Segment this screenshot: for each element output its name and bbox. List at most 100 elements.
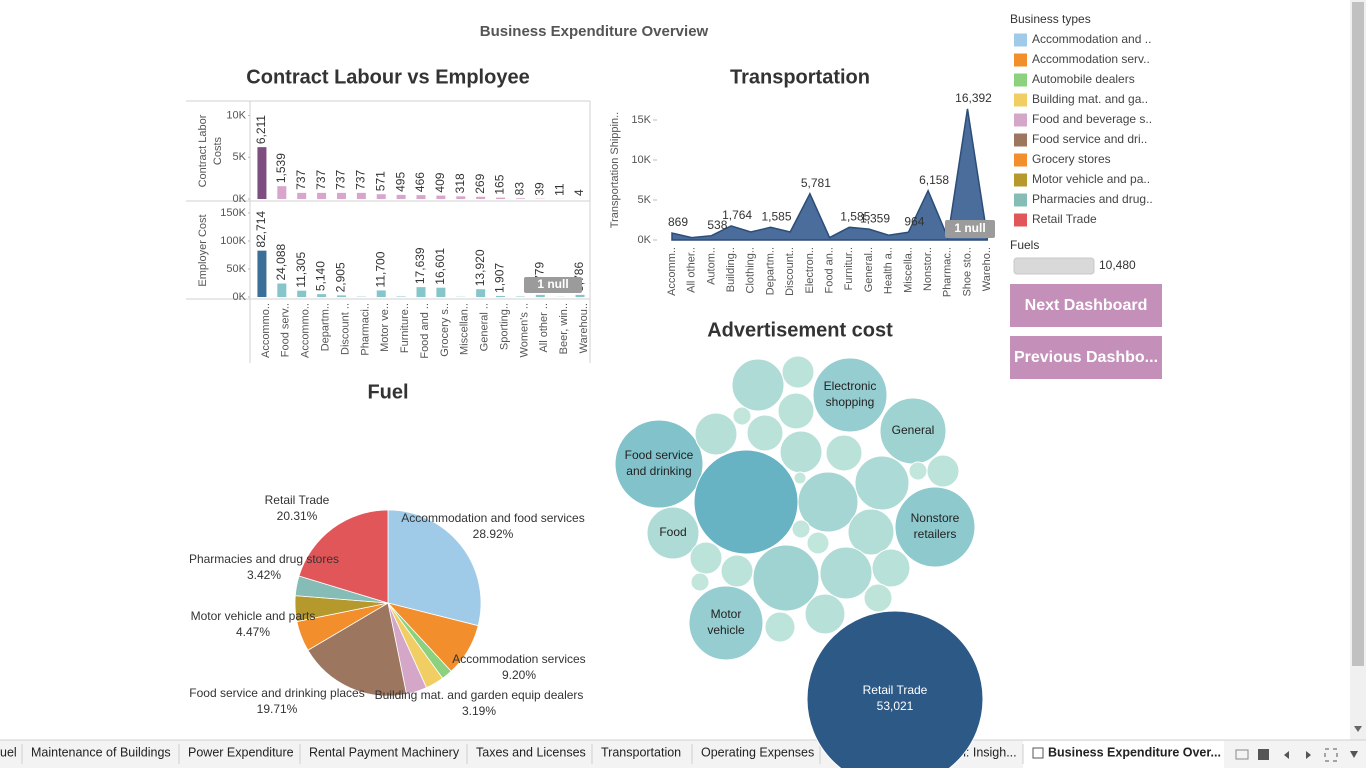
- prev-tab[interactable]: [1284, 751, 1289, 759]
- legend-label: Food and beverage s..: [1032, 112, 1152, 126]
- bubble: [793, 471, 807, 485]
- x-tick-label: Accommo..: [300, 303, 312, 358]
- data-label: 737: [294, 170, 308, 190]
- bar: [476, 196, 486, 199]
- null-indicator: [945, 220, 995, 238]
- bar: [396, 296, 406, 297]
- x-tick-label: Food and ..: [419, 303, 431, 359]
- bubble: [752, 544, 820, 612]
- bubble: [779, 430, 823, 474]
- bubble: [646, 506, 700, 560]
- filmstrip-icon[interactable]: [1258, 749, 1269, 760]
- x-tick-label: Clothing..: [745, 247, 757, 293]
- bubble-value-label: 53,021: [877, 699, 914, 713]
- active-tab: [1023, 741, 1224, 768]
- fullscreen-icon[interactable]: [1324, 748, 1338, 762]
- legend-swatch: [1014, 53, 1027, 67]
- bubble-label: retailers: [914, 527, 957, 541]
- pie-label: Pharmacies and drug stores: [189, 552, 339, 566]
- tab[interactable]: Business Expenditure Over...: [1048, 745, 1221, 759]
- bubble: [894, 486, 976, 568]
- null-indicator: [524, 277, 582, 293]
- bubble: [847, 508, 895, 556]
- grid-view-icon[interactable]: [1235, 749, 1249, 760]
- pie-value-label: 19.71%: [257, 702, 298, 716]
- filter-title: Fuels: [1010, 238, 1039, 252]
- bubble: [806, 610, 984, 768]
- bubble-label: Food service: [625, 448, 694, 462]
- data-label: 16,601: [433, 248, 447, 285]
- nav-button-label[interactable]: Next Dashboard: [1025, 297, 1148, 314]
- bar: [257, 147, 267, 199]
- y-tick-label: 0K: [233, 291, 247, 303]
- bubble: [871, 548, 911, 588]
- data-label: 5,781: [801, 176, 831, 190]
- y-tick-label: 5K: [233, 151, 247, 163]
- pie-slice: [307, 602, 407, 697]
- x-tick-label: Miscella..: [902, 247, 914, 293]
- data-label: 4: [572, 189, 586, 196]
- tab[interactable]: Power Expenditure: [188, 745, 294, 759]
- data-label: 13,920: [473, 249, 487, 286]
- nav-button-label[interactable]: Previous Dashbo...: [1014, 349, 1158, 366]
- tab[interactable]: Transportation: [601, 745, 681, 759]
- x-tick-label: Motor ve..: [379, 303, 391, 352]
- bubble: [863, 583, 893, 613]
- bubble: [926, 454, 960, 488]
- tab[interactable]: Maintenance of Buildings: [31, 745, 171, 759]
- tab[interactable]: uel: [0, 745, 17, 759]
- x-tick-label: Furniture..: [399, 303, 411, 353]
- data-label: 1,585: [761, 209, 791, 223]
- nav-button[interactable]: [1010, 284, 1162, 327]
- nav-button[interactable]: [1010, 336, 1162, 379]
- filter-slider[interactable]: [1013, 257, 1095, 275]
- bar: [336, 295, 346, 297]
- dashboard-title: Business Expenditure Overview: [480, 23, 709, 40]
- data-label: 737: [354, 170, 368, 190]
- x-tick-label: Shoe sto..: [961, 247, 973, 297]
- bar: [575, 294, 585, 297]
- bubble: [690, 572, 710, 592]
- data-label: 571: [373, 171, 387, 191]
- bar: [297, 290, 307, 297]
- legend-label: Pharmacies and drug..: [1032, 192, 1153, 206]
- data-label: 165: [493, 174, 507, 194]
- data-label: 466: [413, 172, 427, 192]
- scrollbar-thumb[interactable]: [1352, 2, 1364, 666]
- data-label: 869: [668, 215, 688, 229]
- x-tick-label: General ..: [479, 303, 491, 351]
- tab[interactable]: Operating Expenses: [701, 745, 814, 759]
- pie-label: Motor vehicle and parts: [191, 609, 316, 623]
- pie-value-label: 9.20%: [502, 668, 536, 682]
- bar: [277, 186, 287, 199]
- tab[interactable]: Taxes and Licenses: [476, 745, 586, 759]
- legend-swatch: [1014, 33, 1027, 47]
- data-label: 6,158: [919, 173, 949, 187]
- next-tab[interactable]: [1306, 751, 1311, 759]
- bubble-label: shopping: [826, 395, 875, 409]
- x-tick-label: Sporting..: [498, 303, 510, 350]
- legend-swatch: [1014, 213, 1027, 227]
- bubble: [614, 419, 704, 509]
- y-tick-label: 10K: [631, 154, 651, 166]
- tab-menu[interactable]: [1350, 751, 1358, 758]
- bar: [396, 194, 406, 199]
- data-label: 39: [532, 182, 546, 196]
- scroll-down-arrow[interactable]: [1354, 726, 1362, 732]
- data-label: 1,907: [493, 263, 507, 293]
- data-label: 737: [334, 170, 348, 190]
- bar: [376, 290, 386, 297]
- pie-label: Food service and drinking places: [189, 686, 364, 700]
- x-tick-label: Grocery s..: [439, 303, 451, 357]
- legend-swatch: [1014, 113, 1027, 127]
- legend-label: Accommodation and ..: [1032, 32, 1151, 46]
- filter-value: 10,480: [1099, 258, 1136, 272]
- bar: [356, 192, 366, 199]
- tab[interactable]: Rental Payment Machinery: [309, 745, 460, 759]
- legend-label: Building mat. and ga..: [1032, 92, 1148, 106]
- data-label: 737: [314, 170, 328, 190]
- null-indicator-text: 1 null: [954, 221, 985, 235]
- legend-label: Grocery stores: [1032, 152, 1111, 166]
- data-label: 16,392: [955, 91, 992, 105]
- chart-title: Fuel: [367, 381, 408, 403]
